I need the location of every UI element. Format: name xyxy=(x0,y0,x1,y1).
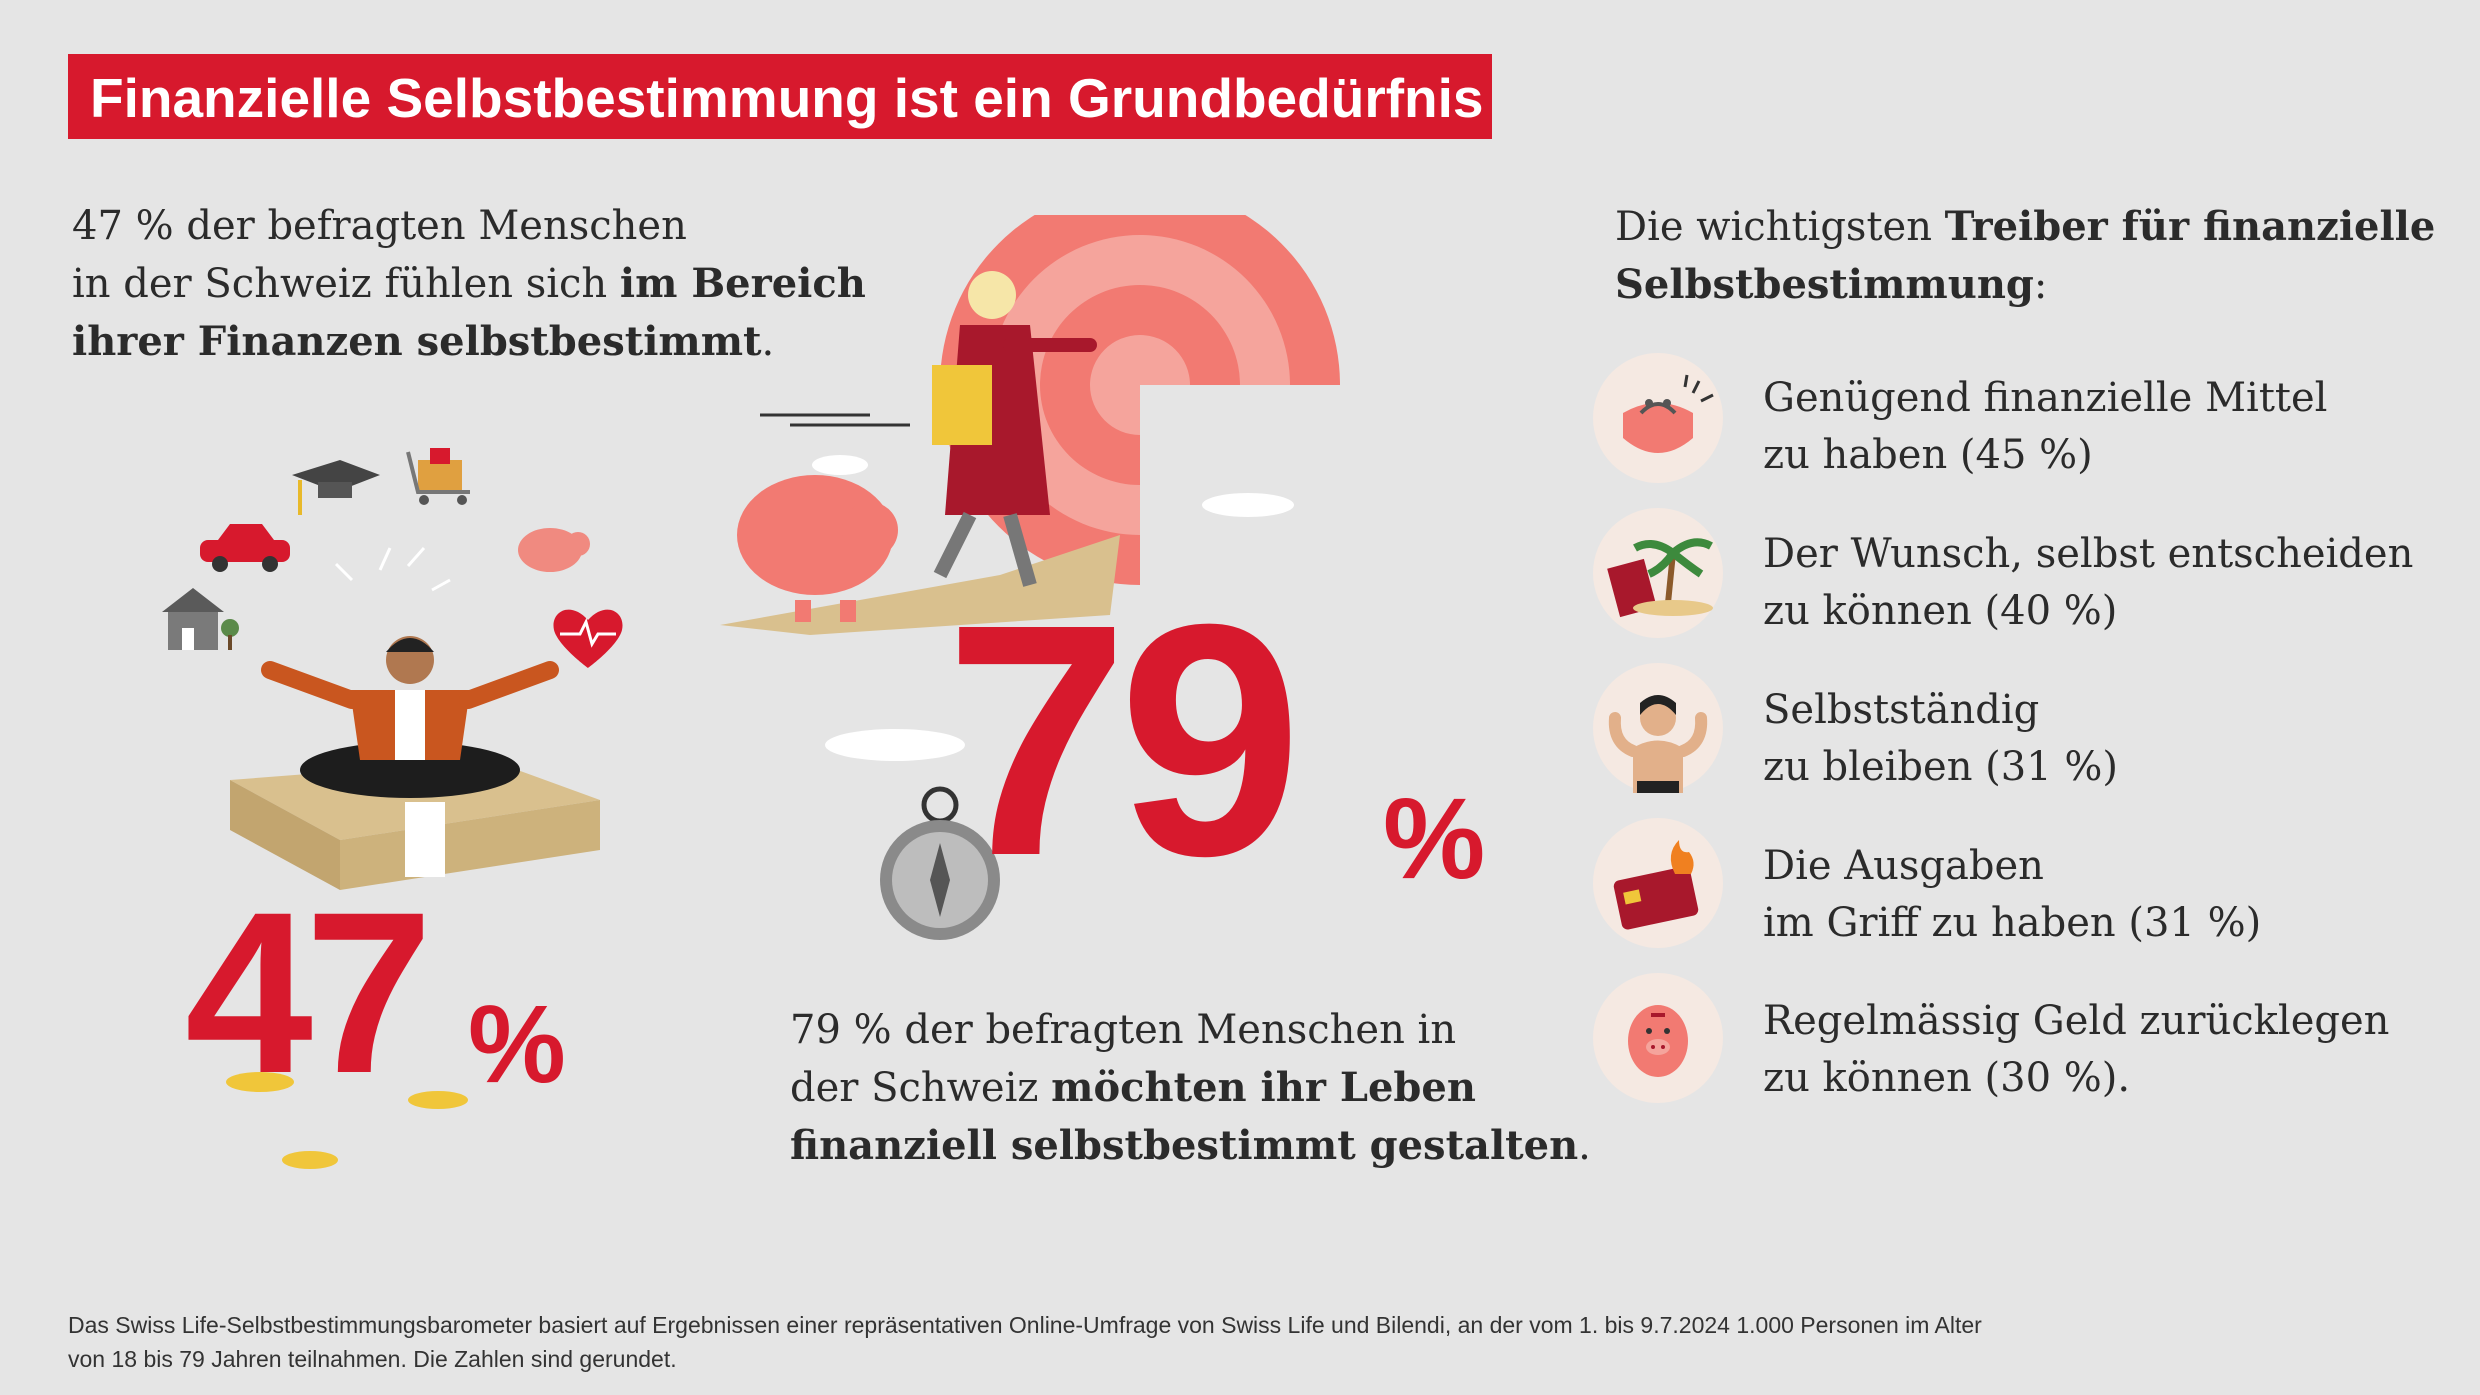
page-title: Finanzielle Selbstbestimmung ist ein Gru… xyxy=(90,67,1484,129)
house-icon xyxy=(162,588,239,650)
middle-statement-period: . xyxy=(1578,1123,1591,1169)
palm-passport-icon xyxy=(1593,508,1723,638)
left-statement: 47 % der befragten Menschen in der Schwe… xyxy=(72,198,972,371)
drivers-heading-bold-2: Selbstbestimmung xyxy=(1615,261,2034,308)
drivers-heading: Die wichtigsten Treiber für finanzielle … xyxy=(1615,198,2475,314)
driver-item-3-line1: Selbstständig xyxy=(1763,687,2040,733)
driver-item-5: Regelmässig Geld zurücklegen zu können (… xyxy=(1763,993,2389,1107)
driver-item-5-line2: zu können (30 %). xyxy=(1763,1055,2131,1101)
burning-card-icon xyxy=(1593,818,1723,948)
middle-statement-line2: der Schweiz xyxy=(790,1065,1052,1111)
footnote-line1: Das Swiss Life-Selbstbestimmungsbaromete… xyxy=(68,1312,1982,1338)
meditation-illustration xyxy=(162,448,623,890)
percent-sign-middle: % xyxy=(1383,775,1486,903)
pig-icon xyxy=(518,528,590,572)
piggy-bank-icon xyxy=(737,455,898,622)
car-icon xyxy=(200,524,290,572)
shopping-cart-icon xyxy=(406,448,470,505)
drivers-heading-bold: Treiber für finanzielle xyxy=(1944,203,2436,250)
driver-item-4-line2: im Griff zu haben (31 %) xyxy=(1763,900,2262,946)
driver-item-3-line2: zu bleiben (31 %) xyxy=(1763,744,2118,790)
compass-icon xyxy=(880,786,1000,940)
driver-item-1-line2: zu haben (45 %) xyxy=(1763,432,2093,478)
coins-decoration xyxy=(226,1072,468,1169)
big-number-47: 47 xyxy=(185,864,433,1121)
left-statement-line3-bold: ihrer Finanzen selbstbestimmt xyxy=(72,318,762,365)
middle-statement-line2-bold: möchten ihr Leben xyxy=(1051,1064,1476,1111)
percent-sign-left: % xyxy=(468,983,566,1106)
middle-statement-line1: 79 % der befragten Menschen in xyxy=(790,1007,1457,1053)
driver-item-5-line1: Regelmässig Geld zurücklegen xyxy=(1763,998,2390,1044)
meditating-person xyxy=(261,636,559,798)
cloud-icon xyxy=(1202,493,1294,517)
left-statement-line2-bold: im Bereich xyxy=(619,260,866,307)
cloud-icon xyxy=(825,729,965,761)
big-number-79: 79 xyxy=(945,555,1302,924)
middle-statement: 79 % der befragten Menschen in der Schwe… xyxy=(790,1002,1690,1175)
middle-statement-line3-bold: finanziell selbstbestimmt gestalten xyxy=(790,1122,1579,1169)
graduation-cap-icon xyxy=(292,460,380,515)
target-illustration xyxy=(720,215,1340,940)
footnote-line2: von 18 bis 79 Jahren teilnahmen. Die Zah… xyxy=(68,1346,677,1372)
driver-item-1-line1: Genügend finanzielle Mittel xyxy=(1763,375,2328,421)
driver-item-2: Der Wunsch, selbst entscheiden zu können… xyxy=(1763,526,2413,640)
left-statement-line2: in der Schweiz fühlen sich xyxy=(72,261,620,307)
footnote: Das Swiss Life-Selbstbestimmungsbaromete… xyxy=(68,1308,2368,1376)
left-statement-line1: 47 % der befragten Menschen xyxy=(72,203,687,249)
purse-icon xyxy=(1593,353,1723,483)
strong-person-icon xyxy=(1593,663,1723,793)
left-statement-period: . xyxy=(761,319,775,365)
drivers-heading-normal: Die wichtigsten xyxy=(1615,204,1945,250)
driver-item-2-line1: Der Wunsch, selbst entscheiden xyxy=(1763,531,2414,577)
banknote xyxy=(720,535,1120,635)
driver-item-4: Die Ausgaben im Griff zu haben (31 %) xyxy=(1763,838,2261,952)
drivers-heading-colon: : xyxy=(2033,262,2048,308)
driver-item-4-line1: Die Ausgaben xyxy=(1763,843,2044,889)
driver-item-3: Selbstständig zu bleiben (31 %) xyxy=(1763,682,2118,796)
heart-icon xyxy=(553,609,623,668)
piggy-bank-icon xyxy=(1593,973,1723,1103)
title-bar xyxy=(68,54,1492,139)
driver-item-1: Genügend finanzielle Mittel zu haben (45… xyxy=(1763,370,2327,484)
driver-item-2-line2: zu können (40 %) xyxy=(1763,588,2118,634)
walking-person xyxy=(932,271,1097,587)
